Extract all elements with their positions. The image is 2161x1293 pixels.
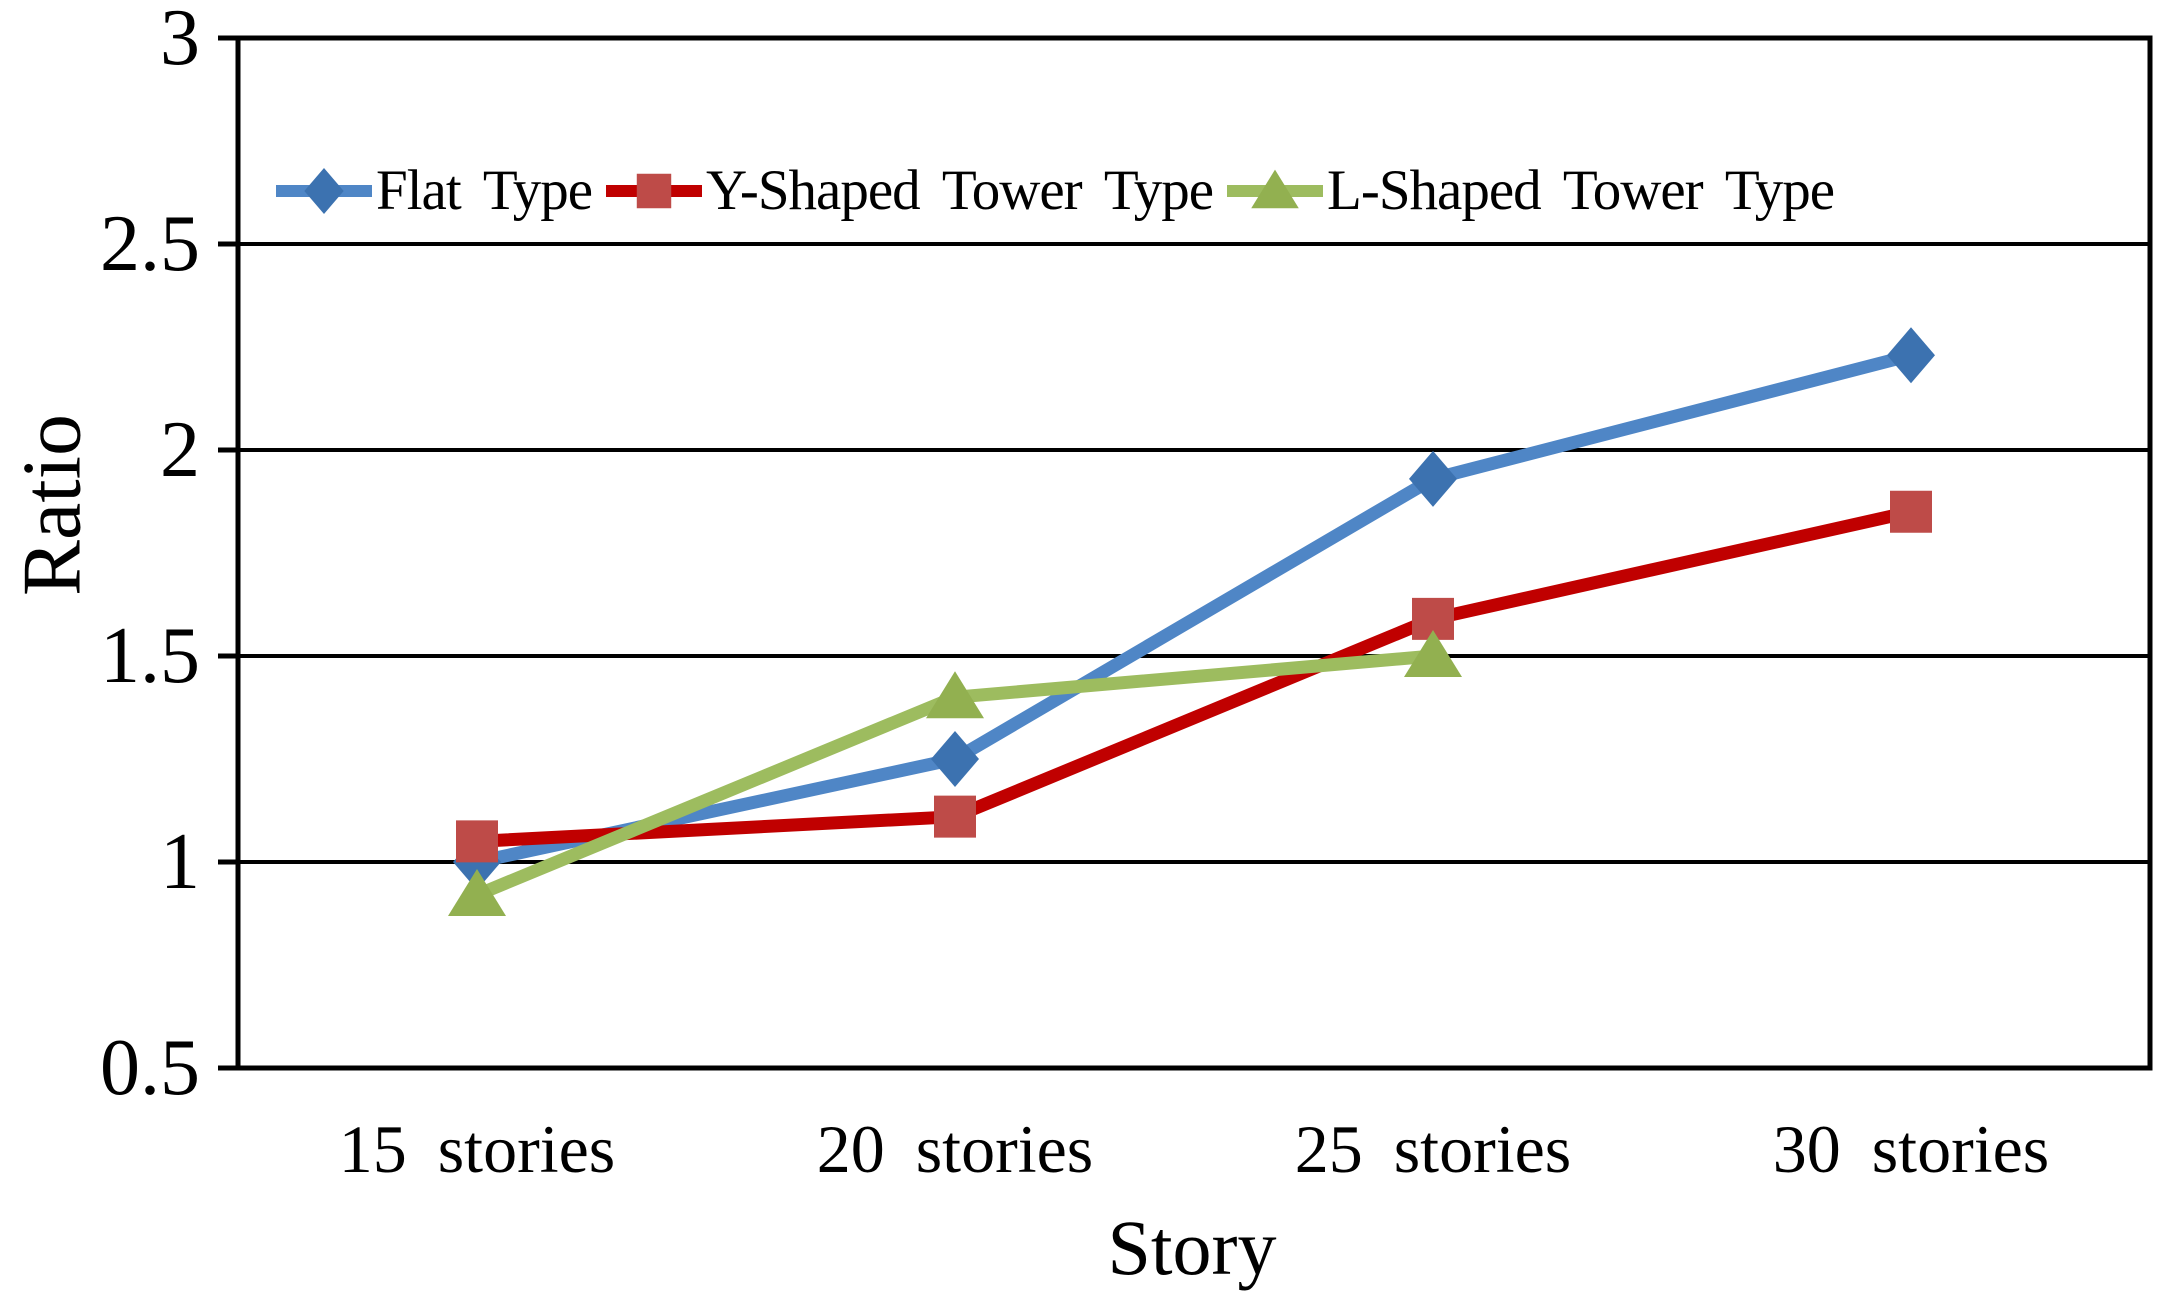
series-line-flat-type — [475, 348, 1913, 869]
y-tick-label: 2.5 — [100, 200, 200, 288]
series-line-y-shaped-tower-type — [476, 505, 1913, 848]
legend-label: L-Shaped Tower Type — [1327, 159, 1835, 222]
y-tick-label: 3 — [160, 0, 200, 82]
legend: Flat Type Y-Shaped Tower Type L-Shaped Tow… — [276, 158, 1835, 223]
data-point-marker-flat-type — [1887, 327, 1935, 384]
data-point-marker-flat-type — [931, 731, 979, 787]
data-point-marker-l-shaped-tower-type — [448, 868, 506, 916]
y-tick-label: 0.5 — [100, 1024, 200, 1112]
y-axis-title: Ratio — [5, 414, 99, 596]
legend-label: Y-Shaped Tower Type — [706, 159, 1214, 222]
legend-swatch-diamond-icon — [276, 167, 372, 214]
legend-swatch-triangle-icon — [1227, 169, 1324, 208]
data-point-marker-l-shaped-tower-type — [926, 671, 984, 719]
legend-item-flat-type: Flat Type — [276, 158, 593, 223]
x-category-label: 25 stories — [1295, 1111, 1572, 1187]
x-axis-title: Story — [1107, 1204, 1277, 1291]
legend-label: Flat Type — [376, 159, 593, 222]
data-point-marker-y-shaped-tower-type — [1890, 490, 1932, 533]
y-tick-label: 1 — [160, 818, 200, 906]
x-category-label: 15 stories — [339, 1111, 616, 1187]
x-category-label: 30 stories — [1773, 1111, 2050, 1187]
y-tick-label: 2 — [160, 406, 200, 494]
y-tick-label: 1.5 — [100, 612, 200, 700]
data-point-marker-y-shaped-tower-type — [456, 820, 498, 863]
data-point-marker-flat-type — [1409, 450, 1457, 507]
x-category-label: 20 stories — [817, 1111, 1094, 1187]
data-point-marker-y-shaped-tower-type — [1412, 597, 1454, 640]
data-point-marker-l-shaped-tower-type — [1404, 630, 1462, 677]
plot-border — [235, 35, 2153, 1071]
legend-item-l-shaped-tower-type: L-Shaped Tower Type — [1227, 158, 1835, 223]
legend-item-y-shaped-tower-type: Y-Shaped Tower Type — [606, 158, 1214, 223]
data-point-marker-y-shaped-tower-type — [934, 795, 976, 838]
legend-swatch-square-icon — [606, 173, 703, 208]
